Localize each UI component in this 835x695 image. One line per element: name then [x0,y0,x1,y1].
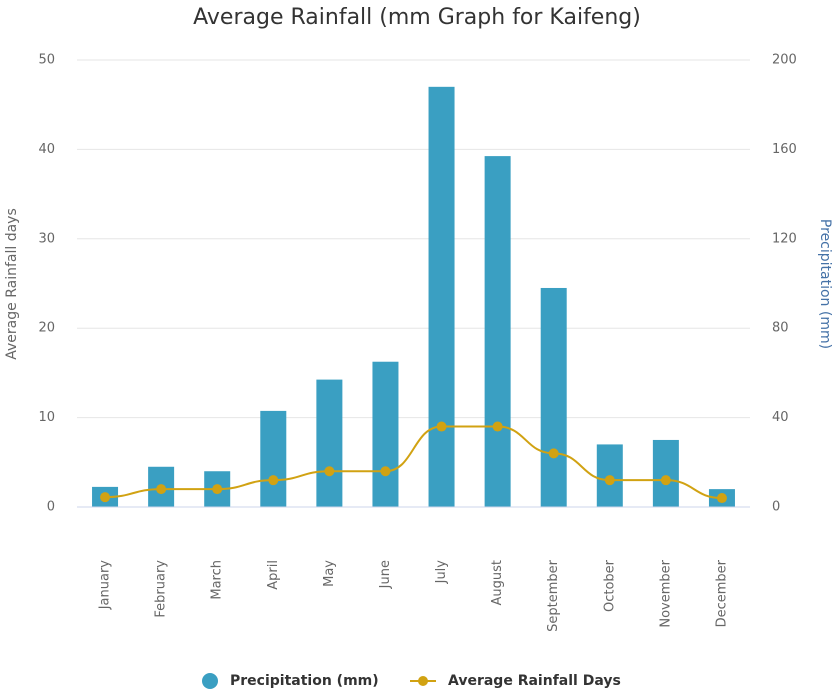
bar [428,86,455,507]
legend-label: Precipitation (mm) [230,673,379,689]
y2-axis-title: Precipitation (mm) [817,219,833,349]
x-tick-label: April [266,560,281,590]
x-tick-label: December [714,559,729,627]
line-point [716,493,727,504]
x-tick-label: September [546,559,561,632]
bar [260,410,287,507]
y-tick-label: 10 [38,410,55,425]
line-point [492,421,503,432]
bar [540,287,567,507]
x-tick-label: February [154,560,169,618]
line [105,425,722,500]
y-tick-label: 0 [47,500,55,515]
x-tick-label: May [322,560,337,587]
line-point [436,421,447,432]
legend-symbol [202,673,218,689]
legend-symbol [418,676,428,686]
line-point [212,484,223,495]
line-point [548,448,559,459]
x-tick-label: November [658,559,673,627]
y2-tick-label: 160 [772,142,797,157]
line-point [324,466,335,477]
line-point [604,475,615,486]
line-point [268,475,279,486]
y-axis-title: Average Rainfall days [4,208,20,359]
line-point [156,484,167,495]
bar [652,439,679,507]
y-tick-label: 40 [38,142,55,157]
y2-tick-label: 120 [772,231,797,246]
bar [316,379,343,507]
x-tick-label: October [602,559,617,612]
y-tick-label: 20 [38,321,55,336]
chart-title: Average Rainfall (mm Graph for Kaifeng) [193,5,641,30]
bar [484,156,511,508]
x-tick-label: July [434,560,449,585]
x-tick-label: January [98,560,113,611]
line-point [100,492,111,503]
x-tick-label: June [378,560,393,589]
y-tick-label: 30 [38,231,55,246]
bar [372,361,399,507]
line-point [660,475,671,486]
x-tick-label: August [490,560,505,606]
line-point [380,466,391,477]
y2-tick-label: 80 [772,321,789,336]
y2-tick-label: 40 [772,410,789,425]
y2-tick-label: 200 [772,53,797,68]
y2-tick-label: 0 [772,500,780,515]
x-tick-label: March [210,560,225,600]
y-tick-label: 50 [38,53,55,68]
legend-label: Average Rainfall Days [448,673,621,689]
